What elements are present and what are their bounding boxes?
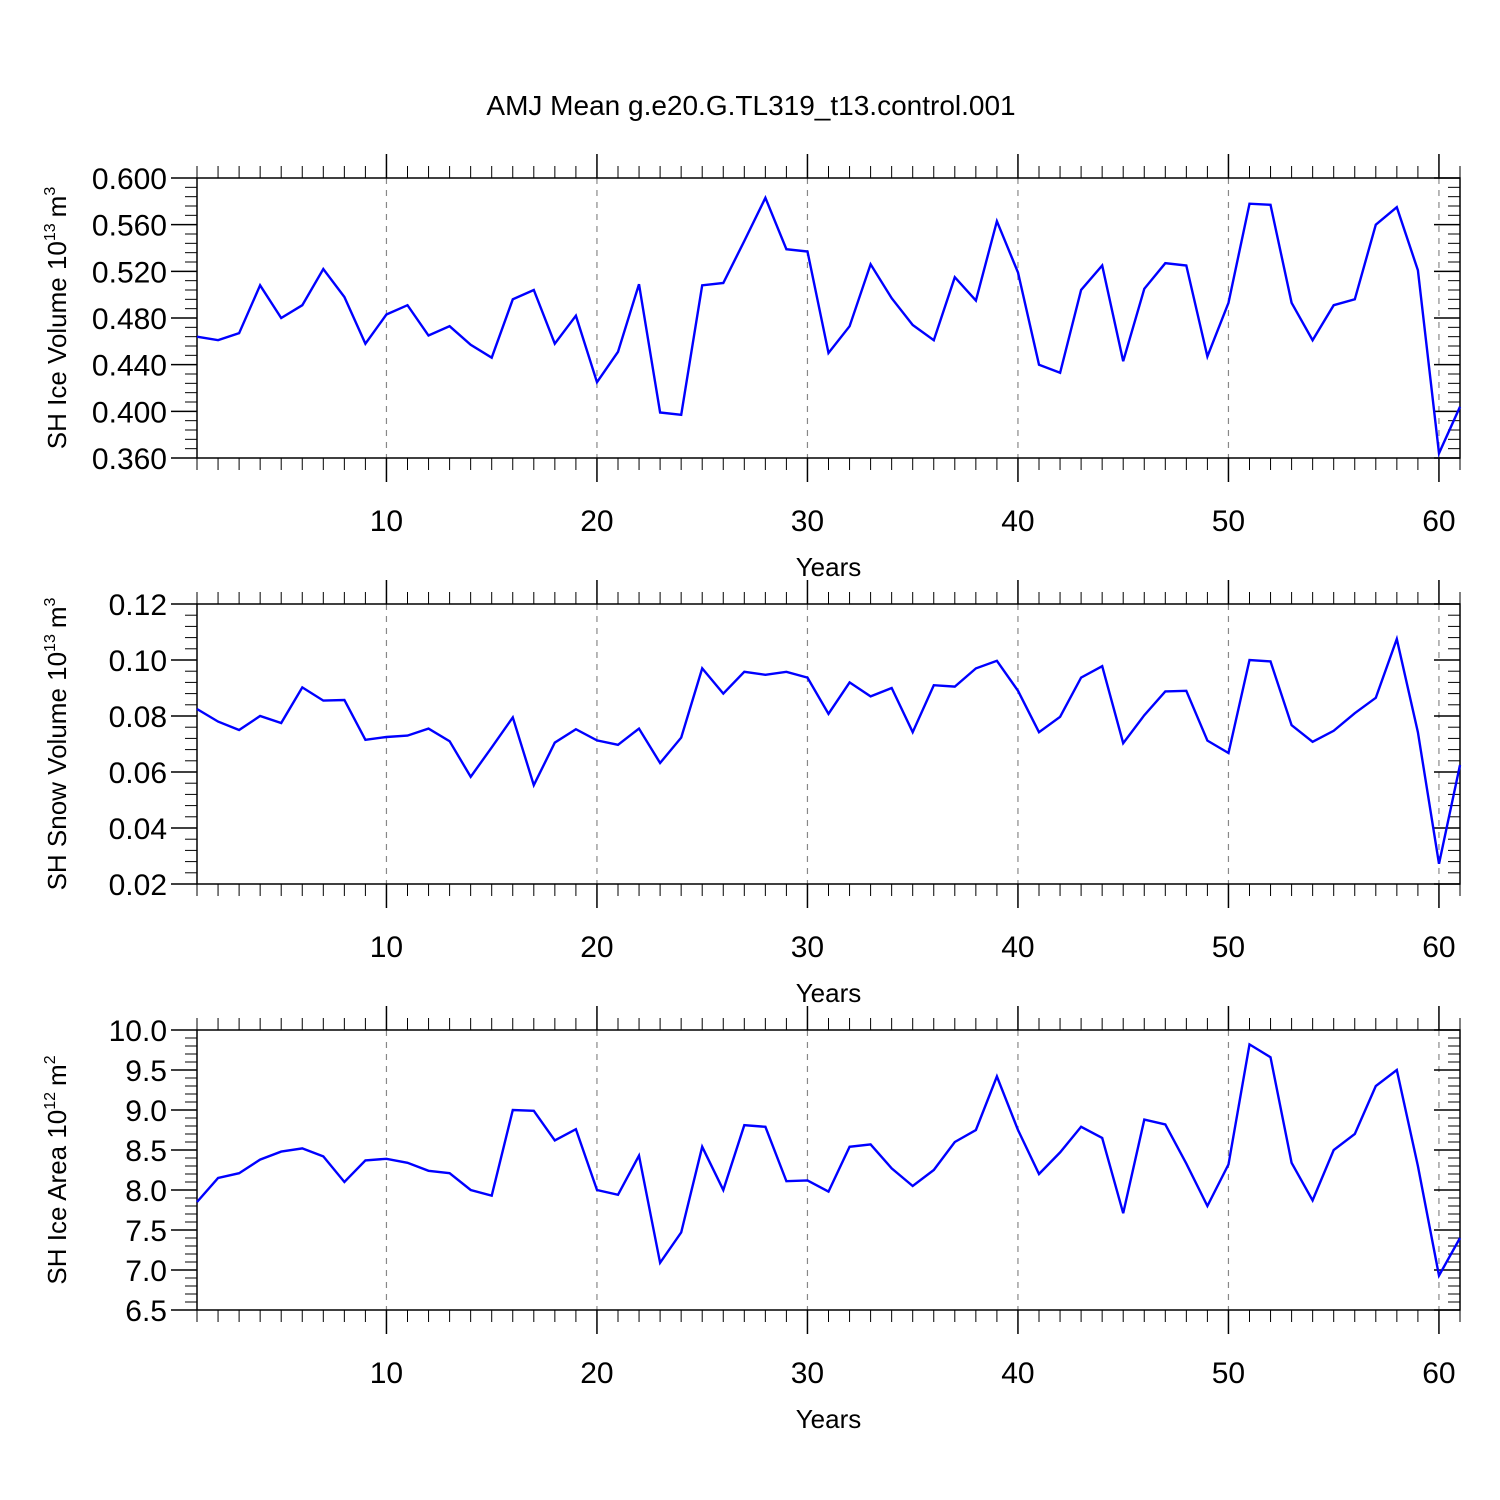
- series-line-sh-ice-volume: [196, 194, 1462, 458]
- panels: 10 20 30 40 50 60 0.360 0.400 0.440 0.480 0.520 0.5…: [42, 154, 1462, 1434]
- x-tick-label: 40: [1001, 931, 1034, 964]
- panel-2: 10 20 30 40 50 60 0.02 0.04 0.06 0.08 0.10 0.12 Year…: [42, 580, 1462, 1008]
- x-tick-label: 50: [1212, 505, 1245, 538]
- y-tick-label: 0.04: [109, 813, 167, 846]
- x-tick-label: 10: [370, 505, 403, 538]
- y-tick-label: 0.06: [109, 757, 167, 790]
- y-axis-label: SH Ice Area 1012m2: [42, 1055, 72, 1284]
- x-tick-label: 50: [1212, 1357, 1245, 1390]
- x-axis-label: Years: [796, 1404, 862, 1434]
- panel-3: 10 20 30 40 50 60 6.5 7.0 7.5 8.0 8.5 9.0 9.5 10.0 Yea…: [42, 1006, 1462, 1434]
- x-tick-label: 60: [1422, 931, 1455, 964]
- y-tick-label: 9.0: [125, 1095, 167, 1128]
- panel-1: 10 20 30 40 50 60 0.360 0.400 0.440 0.480 0.520 0.5…: [42, 154, 1462, 582]
- y-tick-label: 0.400: [92, 396, 167, 429]
- y-tick-label: 7.5: [125, 1215, 167, 1248]
- y-tick-label: 0.560: [92, 210, 167, 243]
- series-line-sh-ice-area: [196, 1042, 1462, 1280]
- x-tick-label: 30: [791, 1357, 824, 1390]
- x-tick-label: 20: [580, 1357, 613, 1390]
- y-tick-label: 0.360: [92, 443, 167, 476]
- x-axis-label: Years: [796, 978, 862, 1008]
- x-axis-label: Years: [796, 552, 862, 582]
- x-tick-label: 30: [791, 505, 824, 538]
- y-tick-label: 0.08: [109, 701, 167, 734]
- y-tick-label: 0.02: [109, 869, 167, 902]
- x-tick-label: 20: [580, 505, 613, 538]
- x-tick-label: 20: [580, 931, 613, 964]
- chart-title: AMJ Mean g.e20.G.TL319_t13.control.001: [486, 90, 1015, 121]
- x-tick-label: 10: [370, 931, 403, 964]
- x-tick-label: 40: [1001, 1357, 1034, 1390]
- y-tick-label: 6.5: [125, 1295, 167, 1328]
- y-tick-label: 8.0: [125, 1175, 167, 1208]
- y-axis-label: SH Snow Volume 1013m3: [42, 597, 72, 890]
- x-tick-label: 10: [370, 1357, 403, 1390]
- y-tick-label: 0.440: [92, 350, 167, 383]
- y-tick-label: 10.0: [109, 1015, 167, 1048]
- x-tick-label: 50: [1212, 931, 1245, 964]
- y-tick-label: 0.520: [92, 256, 167, 289]
- y-tick-label: 8.5: [125, 1135, 167, 1168]
- x-tick-label: 40: [1001, 505, 1034, 538]
- y-tick-label: 0.600: [92, 163, 167, 196]
- y-tick-label: 7.0: [125, 1255, 167, 1288]
- y-tick-label: 0.480: [92, 303, 167, 336]
- x-tick-label: 30: [791, 931, 824, 964]
- y-tick-label: 0.12: [109, 589, 167, 622]
- y-tick-label: 9.5: [125, 1055, 167, 1088]
- x-tick-label: 60: [1422, 505, 1455, 538]
- series-line-sh-snow-volume: [196, 634, 1462, 865]
- y-tick-label: 0.10: [109, 645, 167, 678]
- y-axis-label: SH Ice Volume 1013m3: [42, 187, 72, 450]
- x-tick-label: 60: [1422, 1357, 1455, 1390]
